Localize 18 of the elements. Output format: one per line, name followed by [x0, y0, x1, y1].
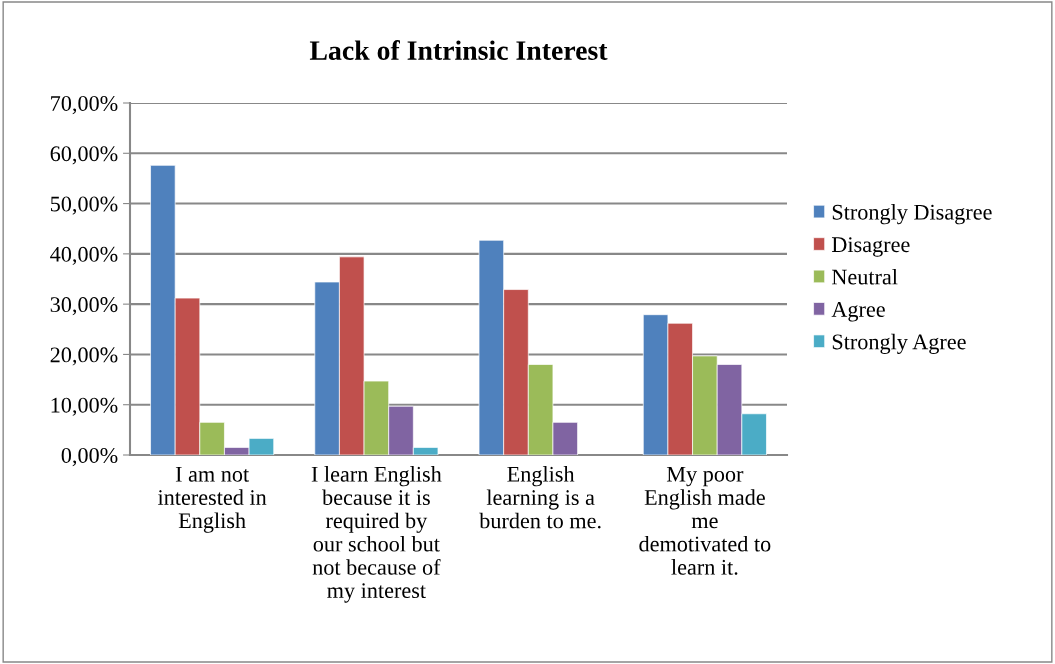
y-tick-label: 60,00% — [50, 146, 118, 165]
y-tick-label: 0,00% — [61, 447, 118, 467]
y-tick-label: 30,00% — [50, 297, 118, 316]
x-tick-label: I learn English because it is required by our school but not because of my interest — [311, 466, 442, 603]
legend-label: Strongly Disagree — [832, 204, 992, 225]
y-tick-label: 50,00% — [50, 196, 118, 215]
x-tick-label: I am not interested in English — [157, 466, 267, 533]
y-tick-label: 40,00% — [50, 246, 118, 265]
legend-label: Disagree — [831, 237, 910, 257]
x-tick-label: My poor English made me demotivated to learn it. — [639, 466, 771, 575]
x-tick-label: English learning is a burden to me. — [479, 466, 601, 529]
y-tick-label: 10,00% — [51, 397, 118, 416]
y-tick-label: 20,00% — [50, 347, 118, 366]
chart-title: Lack of Intrinsic Interest — [309, 40, 608, 60]
legend-label: Strongly Agree — [832, 333, 966, 354]
y-tick-label: 70,00% — [51, 95, 118, 115]
legend-label: Agree — [831, 302, 885, 322]
legend-label: Neutral — [831, 268, 898, 285]
